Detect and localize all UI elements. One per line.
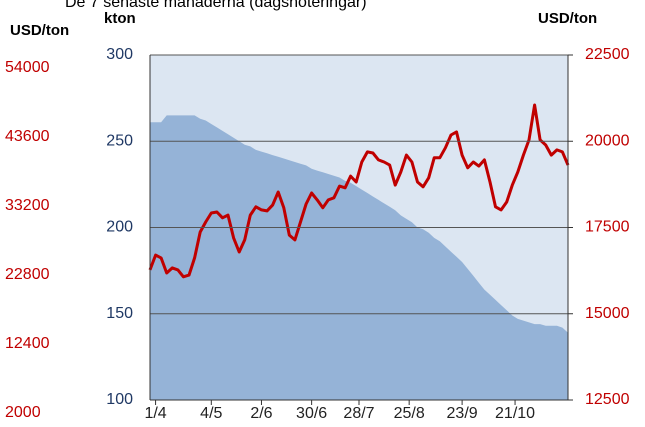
y3-axis-label: USD/ton [10, 22, 69, 39]
y3-tick-label: 2000 [5, 404, 41, 421]
y2-tick-label: 17500 [585, 219, 630, 236]
y2-tick-label: 20000 [585, 132, 630, 149]
x-tick-label: 21/10 [495, 405, 535, 422]
y2-tick-label: 22500 [585, 46, 630, 63]
y2-axis-label: USD/ton [538, 10, 597, 27]
area [150, 115, 568, 401]
y-tick-label: 150 [106, 305, 133, 322]
x-tick-label: 28/7 [343, 405, 374, 422]
y3-tick-label: 43600 [5, 128, 50, 145]
y3-tick-label: 33200 [5, 197, 50, 214]
x-tick-label: 1/4 [144, 405, 166, 422]
x-tick-label: 30/6 [296, 405, 327, 422]
y-tick-label: 300 [106, 46, 133, 63]
y3-tick-label: 22800 [5, 266, 50, 283]
y-tick-label: 100 [106, 391, 133, 408]
y-axis-label: kton [104, 10, 136, 27]
x-tick-label: 4/5 [200, 405, 222, 422]
x-tick-label: 25/8 [394, 405, 425, 422]
y3-tick-label: 12400 [5, 335, 50, 352]
y3-tick-label: 54000 [5, 59, 50, 76]
y-tick-label: 250 [106, 132, 133, 149]
y2-tick-label: 12500 [585, 391, 630, 408]
x-tick-label: 23/9 [447, 405, 478, 422]
chart-title: De 7 senaste månaderna (dagsnoteringar) [65, 0, 367, 11]
y2-tick-label: 15000 [585, 305, 630, 322]
line [148, 103, 570, 279]
y-tick-label: 200 [106, 219, 133, 236]
x-tick-label: 2/6 [250, 405, 272, 422]
